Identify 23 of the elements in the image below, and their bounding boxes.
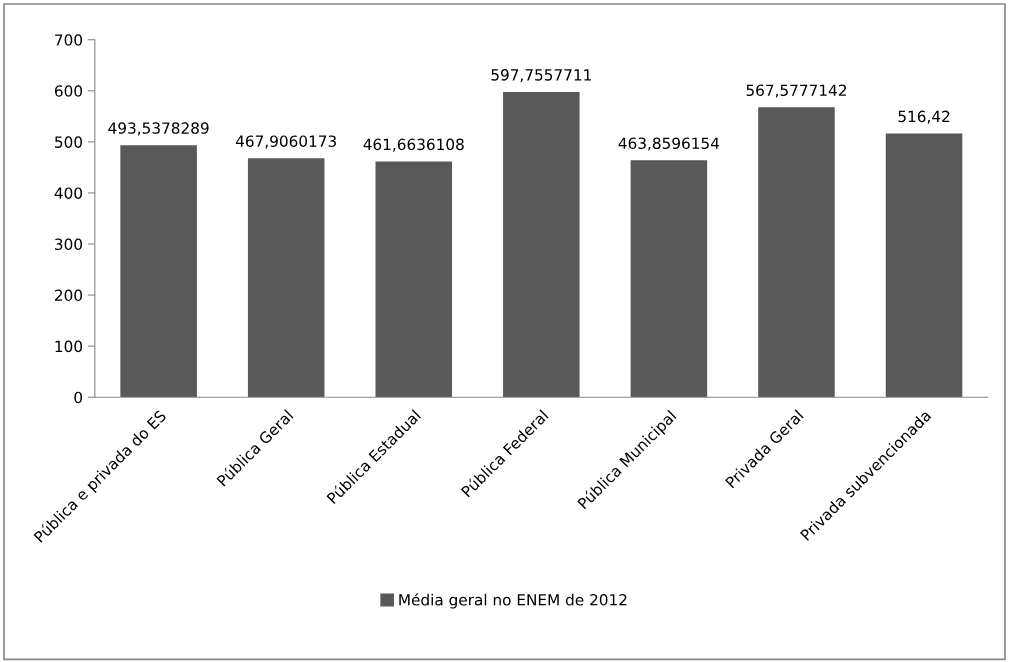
data-label: 597,7557711 <box>491 69 591 83</box>
y-tick-label: 200 <box>55 289 83 302</box>
data-label: 493,5378289 <box>108 122 209 136</box>
bar <box>503 91 580 398</box>
y-tick-label: 0 <box>74 391 83 404</box>
y-tick-label: 300 <box>55 238 83 251</box>
data-label: 463,8596154 <box>618 137 720 151</box>
legend-label: Média geral no ENEM de 2012 <box>399 593 627 609</box>
y-tick-label: 400 <box>54 187 83 199</box>
bar <box>630 160 708 398</box>
y-tick-label: 700 <box>55 34 83 46</box>
y-tick-label: 100 <box>55 340 83 353</box>
bar <box>758 107 835 398</box>
bar <box>247 158 325 398</box>
bar <box>375 161 453 398</box>
data-label: 467,9060173 <box>235 135 336 149</box>
data-label: 516,42 <box>898 110 950 124</box>
bar <box>120 145 197 398</box>
data-label: 461,6636108 <box>363 138 464 152</box>
y-tick-label: 600 <box>54 85 83 97</box>
bar <box>885 133 963 398</box>
y-tick-label: 500 <box>55 136 83 148</box>
data-label: 567,5777142 <box>746 84 846 98</box>
